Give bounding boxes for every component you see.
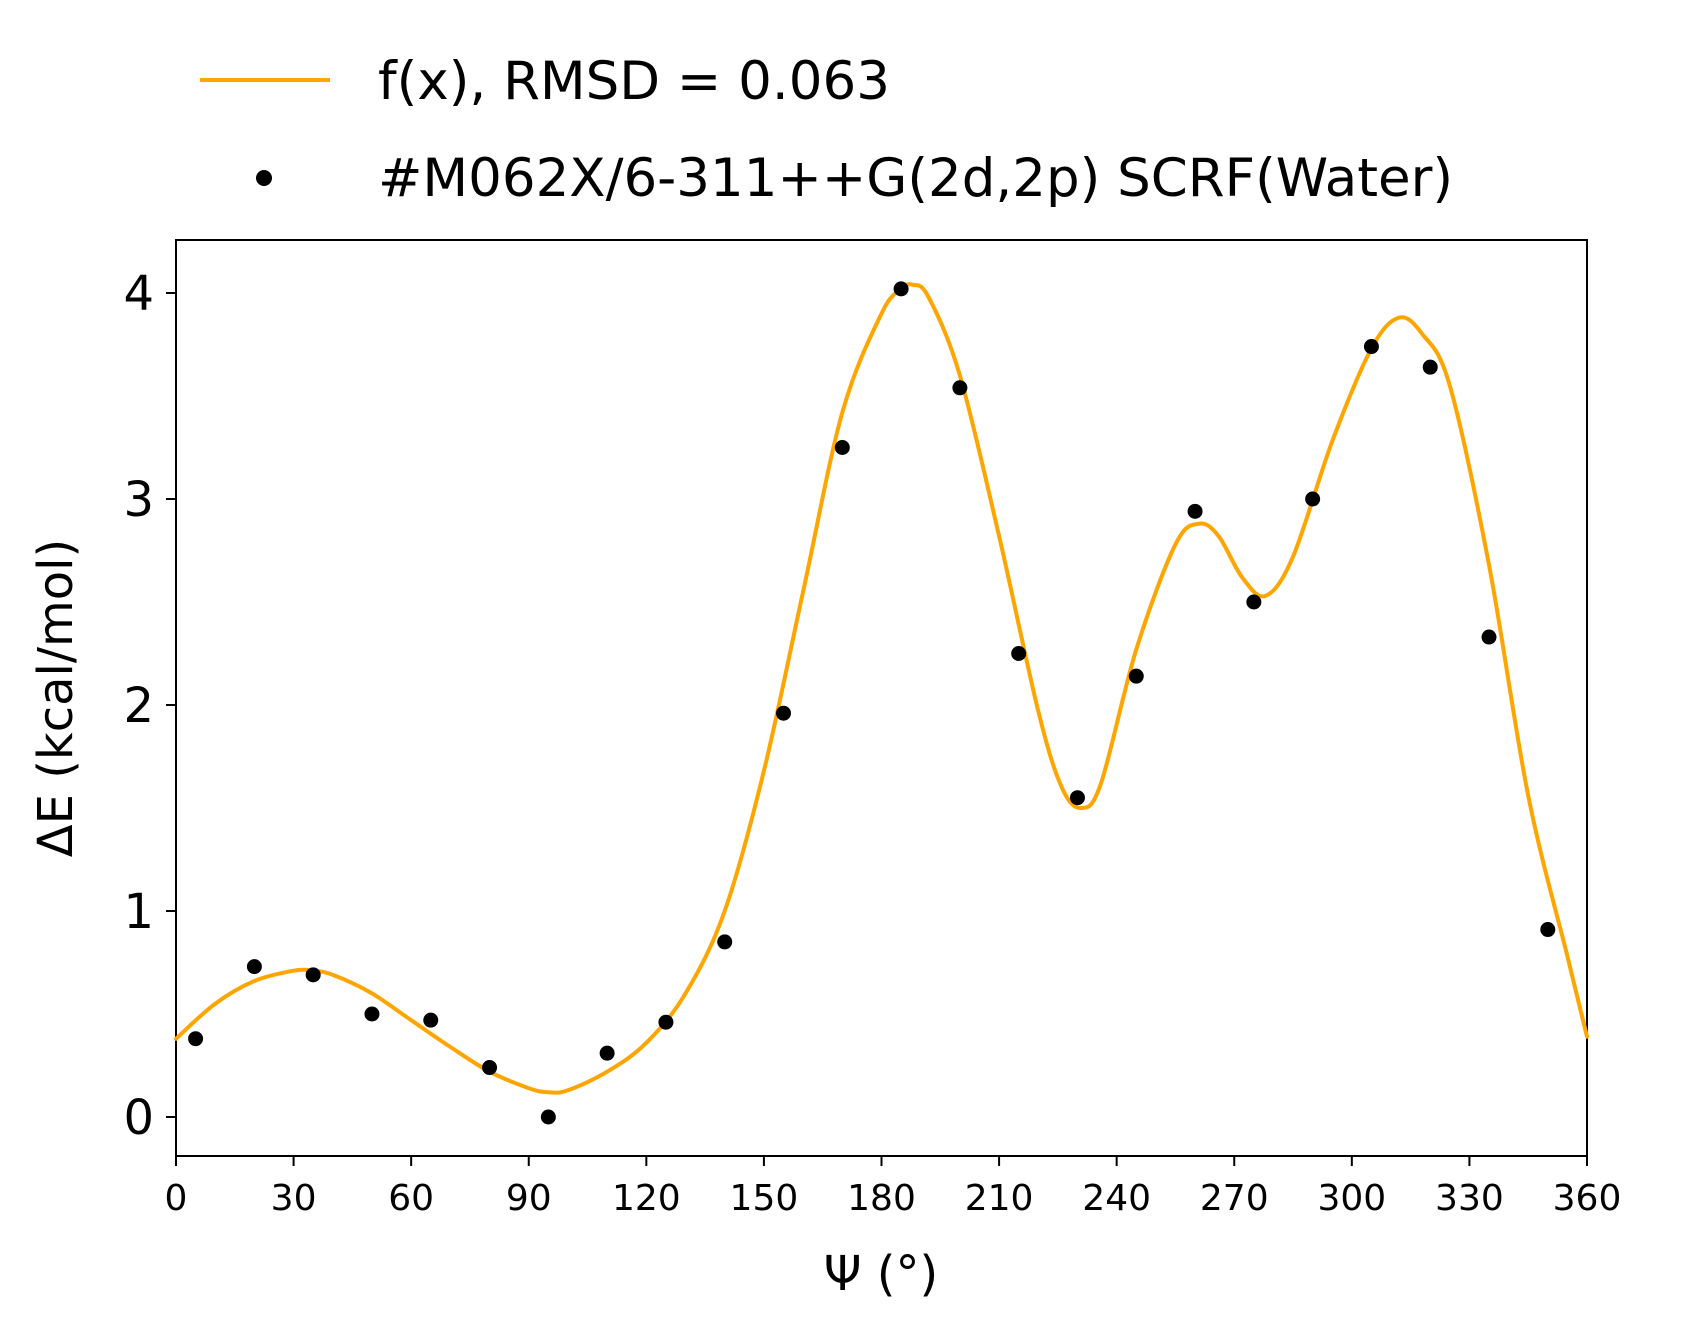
data-point (364, 1007, 379, 1022)
y-axis-ticks: 0 1 2 3 4 (123, 266, 176, 1146)
y-tick-label: 4 (123, 266, 154, 322)
data-point (541, 1110, 556, 1125)
x-tick-label: 30 (271, 1178, 317, 1219)
x-axis-label: Ψ (°) (824, 1246, 939, 1302)
data-point (1011, 646, 1026, 661)
x-tick-label: 300 (1317, 1178, 1386, 1219)
data-point (1364, 339, 1379, 354)
legend: f(x), RMSD = 0.063 #M062X/6-311++G(2d,2p… (200, 51, 1453, 209)
y-axis-label: ΔE (kcal/mol) (28, 539, 84, 857)
legend-label-data: #M062X/6-311++G(2d,2p) SCRF(Water) (378, 148, 1453, 209)
x-tick-label: 270 (1200, 1178, 1269, 1219)
data-point (1423, 360, 1438, 375)
x-axis-ticks: 0 30 60 90 120 150 180 210 240 270 300 330 360 (165, 1156, 1622, 1219)
x-tick-label: 150 (730, 1178, 799, 1219)
data-point (1188, 504, 1203, 519)
y-tick-label: 0 (123, 1090, 154, 1146)
x-tick-label: 210 (965, 1178, 1034, 1219)
legend-dot-swatch (256, 170, 272, 186)
x-tick-label: 90 (506, 1178, 552, 1219)
data-point (1305, 492, 1320, 507)
data-point (776, 706, 791, 721)
data-point (717, 934, 732, 949)
x-tick-label: 120 (612, 1178, 681, 1219)
data-point (188, 1031, 203, 1046)
data-point (600, 1046, 615, 1061)
fit-curve-line (176, 284, 1587, 1093)
data-points (188, 281, 1555, 1124)
y-tick-label: 3 (123, 472, 154, 528)
x-tick-label: 360 (1553, 1178, 1622, 1219)
data-point (1070, 790, 1085, 805)
plot-frame (176, 240, 1587, 1156)
x-tick-label: 60 (388, 1178, 434, 1219)
data-point (952, 380, 967, 395)
data-point (1246, 595, 1261, 610)
data-point (306, 967, 321, 982)
x-tick-label: 240 (1082, 1178, 1151, 1219)
y-tick-label: 2 (123, 678, 154, 734)
data-point (658, 1015, 673, 1030)
data-point (1482, 630, 1497, 645)
data-point (894, 281, 909, 296)
x-tick-label: 180 (847, 1178, 916, 1219)
data-point (1129, 669, 1144, 684)
data-point (482, 1060, 497, 1075)
x-tick-label: 0 (165, 1178, 188, 1219)
legend-label-fit: f(x), RMSD = 0.063 (378, 51, 890, 112)
data-point (423, 1013, 438, 1028)
data-point (247, 959, 262, 974)
data-point (1540, 922, 1555, 937)
data-point (835, 440, 850, 455)
x-tick-label: 330 (1435, 1178, 1504, 1219)
y-tick-label: 1 (123, 884, 154, 940)
